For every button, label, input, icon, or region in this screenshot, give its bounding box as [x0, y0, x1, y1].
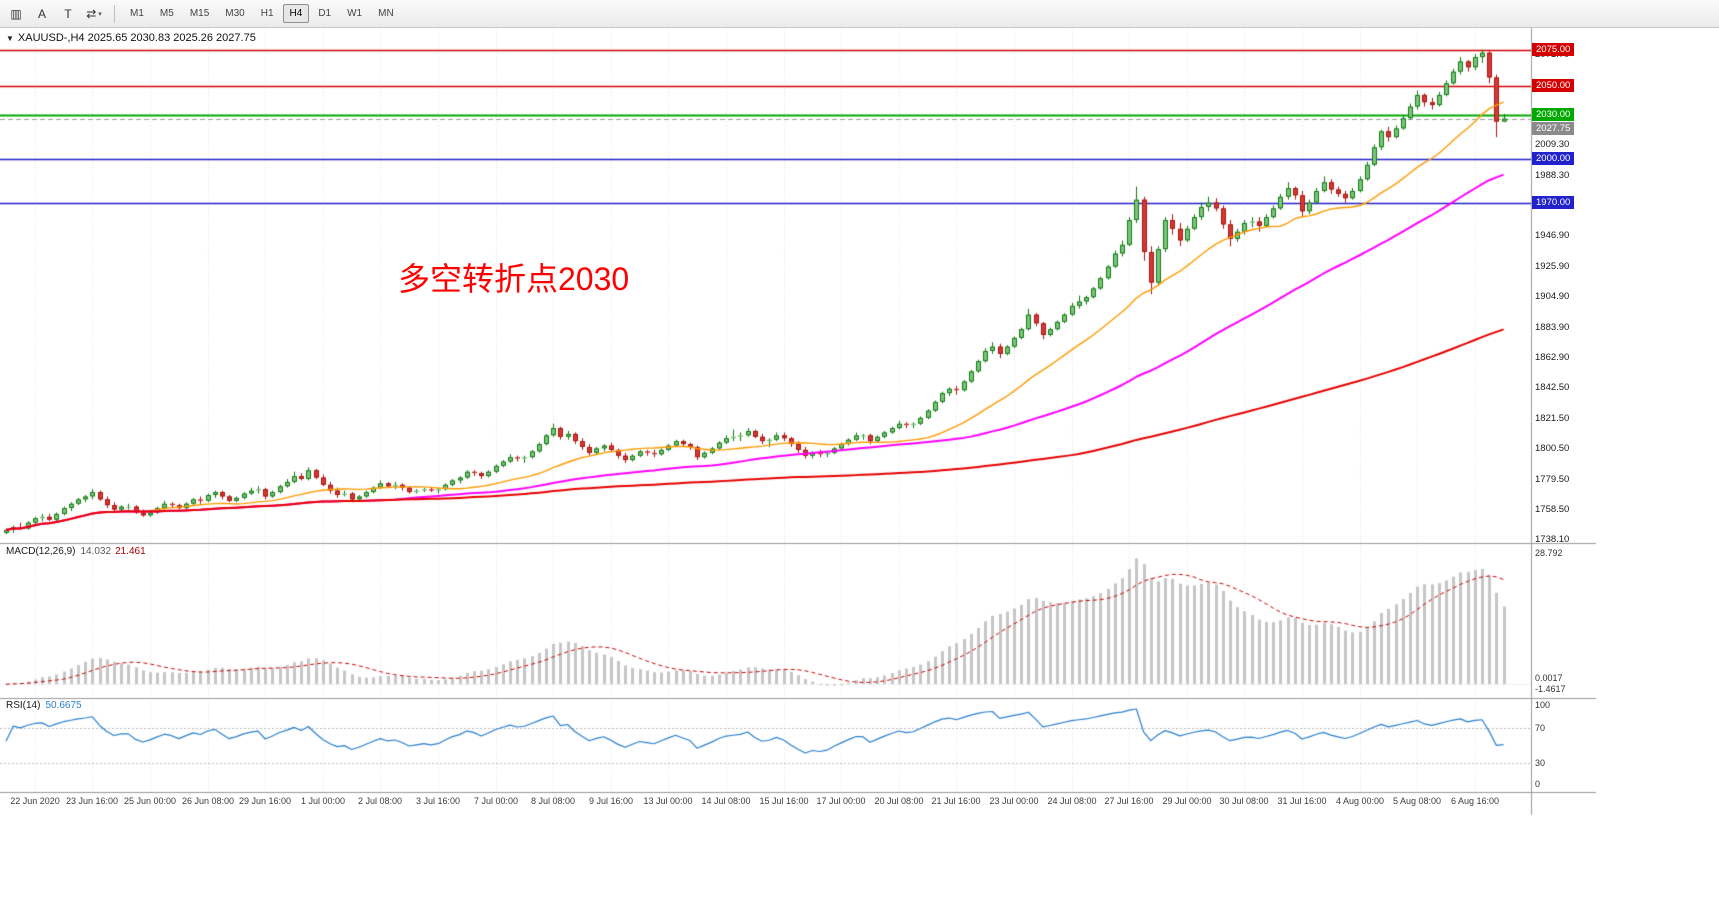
ohlc-text: XAUUSD-,H4 2025.65 2030.83 2025.26 2027.… [17, 32, 256, 44]
timeframe-w1[interactable]: W1 [347, 8, 363, 19]
text-annotation-icon[interactable]: A [37, 6, 46, 21]
time-axis-label: 9 Jul 16:00 [588, 796, 634, 806]
time-axis-label: 2 Jul 08:00 [357, 796, 403, 806]
time-axis-label: 4 Aug 00:00 [1335, 796, 1385, 806]
chart-symbol-ohlc: ▼ XAUUSD-,H4 2025.65 2030.83 2025.26 2027… [6, 32, 256, 44]
chart-annotation: 多空转折点2030 [398, 261, 630, 297]
dropdown-caret-icon: ▾ [98, 10, 102, 18]
price-axis-label: 1904.90 [1535, 291, 1570, 302]
timeframe-m30[interactable]: M30 [225, 8, 245, 19]
time-axis-label: 17 Jul 00:00 [816, 796, 866, 806]
toolbar: ▥ A T ⇄ ▾ M1 M5 M15 M30 H1 H4 D1 W1 MN [0, 0, 1719, 28]
toolbar-separator [114, 4, 115, 23]
price-line-badge: 2075.00 [1532, 43, 1575, 56]
timeframe-d1[interactable]: D1 [318, 8, 332, 19]
time-axis-label: 1 Jul 00:00 [300, 796, 346, 806]
time-axis-label: 29 Jun 16:00 [238, 796, 292, 806]
time-axis-label: 27 Jul 16:00 [1104, 796, 1154, 806]
price-line-badge: 1970.00 [1532, 196, 1575, 209]
rsi-scale-label: 0 [1535, 779, 1541, 789]
price-axis-label: 1779.50 [1535, 474, 1570, 485]
rsi-name: RSI(14) [6, 700, 41, 711]
macd-scale-label: 28.792 [1535, 548, 1563, 558]
price-axis-label: 1758.50 [1535, 504, 1570, 515]
macd-scale-label: -1.4617 [1535, 684, 1566, 694]
timeframe-h1[interactable]: H1 [260, 8, 274, 19]
price-axis-label: 1738.10 [1535, 534, 1570, 545]
price-axis-label: 1862.90 [1535, 352, 1570, 363]
price-axis-label: 1800.50 [1535, 443, 1570, 454]
time-axis-label: 3 Jul 16:00 [415, 796, 461, 806]
time-axis-label: 15 Jul 16:00 [759, 796, 809, 806]
timeframe-m1[interactable]: M1 [130, 8, 144, 19]
timeframe-m15[interactable]: M15 [189, 8, 210, 19]
time-axis-label: 23 Jul 00:00 [989, 796, 1039, 806]
price-line-badge: 2030.00 [1532, 108, 1575, 121]
price-line-badge: 2000.00 [1532, 152, 1575, 165]
timeframe-h4[interactable]: H4 [282, 4, 310, 23]
time-axis-label: 5 Aug 08:00 [1392, 796, 1442, 806]
price-axis-label: 1946.90 [1535, 230, 1570, 241]
price-axis-label: 2009.30 [1535, 139, 1570, 150]
time-axis-label: 20 Jul 08:00 [874, 796, 924, 806]
time-axis-label: 29 Jul 00:00 [1162, 796, 1212, 806]
price-axis-label: 1988.30 [1535, 170, 1570, 181]
text-tool-icon[interactable]: T [64, 6, 72, 21]
rsi-scale-label: 100 [1535, 700, 1551, 710]
price-axis-label: 1842.50 [1535, 382, 1570, 393]
timeframe-mn[interactable]: MN [378, 8, 394, 19]
time-axis-label: 14 Jul 08:00 [701, 796, 751, 806]
price-axis-label: 1883.90 [1535, 322, 1570, 333]
time-axis-label: 22 Jun 2020 [10, 796, 60, 806]
rsi-scale-label: 30 [1535, 758, 1546, 768]
time-axis-label: 24 Jul 08:00 [1047, 796, 1097, 806]
time-axis-label: 30 Jul 08:00 [1219, 796, 1269, 806]
timeframe-m5[interactable]: M5 [159, 8, 174, 19]
time-axis-label: 23 Jun 16:00 [65, 796, 119, 806]
time-axis-label: 26 Jun 08:00 [181, 796, 235, 806]
macd-scale-label: 0.0017 [1535, 673, 1563, 683]
time-axis-label: 13 Jul 00:00 [643, 796, 693, 806]
price-line-badge: 2050.00 [1532, 79, 1575, 92]
macd-label: MACD(12,26,9) 14.032 21.461 [6, 546, 146, 557]
time-axis-label: 25 Jun 00:00 [123, 796, 177, 806]
rsi-value: 50.6675 [45, 700, 82, 711]
macd-signal-value: 21.461 [115, 546, 146, 557]
time-axis-label: 21 Jul 16:00 [931, 796, 981, 806]
current-price-badge: 2027.75 [1532, 122, 1575, 135]
cycle-timeframes-icon[interactable]: ⇄ ▾ [86, 6, 102, 21]
price-axis-label: 1925.90 [1535, 261, 1570, 272]
rsi-label: RSI(14) 50.6675 [6, 700, 82, 711]
one-click-collapse-icon[interactable]: ▼ [6, 34, 14, 43]
time-axis-label: 7 Jul 00:00 [473, 796, 519, 806]
timeframe-toolbar: M1 M5 M15 M30 H1 H4 D1 W1 MN [122, 4, 402, 23]
chart-grid-icon[interactable]: ▥ [10, 6, 22, 21]
toolbar-icon-group: ▥ A T ⇄ ▾ [3, 2, 107, 26]
rsi-scale-label: 70 [1535, 723, 1546, 733]
time-axis-label: 31 Jul 16:00 [1277, 796, 1327, 806]
time-axis-label: 6 Aug 16:00 [1450, 796, 1500, 806]
macd-main-value: 14.032 [80, 546, 112, 557]
macd-name: MACD(12,26,9) [6, 546, 76, 557]
time-axis-label: 8 Jul 08:00 [530, 796, 576, 806]
price-axis-label: 1821.50 [1535, 413, 1570, 424]
